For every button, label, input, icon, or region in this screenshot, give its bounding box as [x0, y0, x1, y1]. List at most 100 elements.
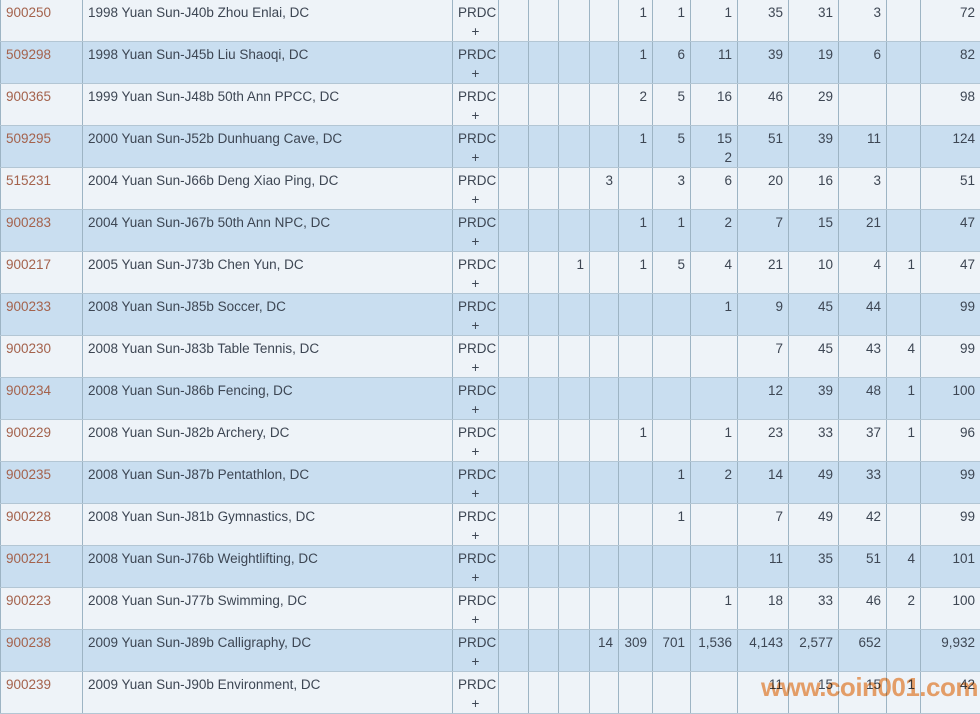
grade-count-cell: [498, 587, 529, 631]
coin-number-link[interactable]: 900221: [6, 551, 52, 567]
grade-count-cell: [528, 419, 559, 463]
grade-count-cell: 1: [618, 419, 653, 463]
grade-count-cell: 2: [690, 209, 738, 253]
grade-count-cell: 7: [737, 209, 789, 253]
grade-count-cell: 10: [788, 251, 839, 295]
prdc-plus-line: +: [471, 108, 480, 124]
coin-number-cell: 900365: [0, 83, 83, 127]
prdc-plus-line: +: [471, 24, 480, 39]
coin-number-link[interactable]: 900217: [6, 257, 52, 273]
prdc-line1: PRDC: [458, 215, 497, 231]
grade-count-cell: 21: [737, 251, 789, 295]
grade-count-cell: 2,577: [788, 629, 839, 673]
grade-count-cell: [498, 419, 529, 463]
grade-count-cell: [589, 461, 619, 505]
prdc-line1: PRDC: [458, 593, 497, 609]
grade-count-cell: [652, 377, 691, 421]
grade-count-cell: [528, 125, 559, 169]
grade-count-cell: 1,536: [690, 629, 738, 673]
prdc-plus-line: +: [471, 444, 480, 460]
grade-count-cell: 19: [788, 41, 839, 85]
grade-count-cell: 6: [690, 167, 738, 211]
grade-count-cell: [498, 0, 529, 43]
prdc-plus-line: +: [471, 570, 480, 586]
prdc-label: PRDC +: [452, 503, 499, 547]
grade-count-cell: 11: [737, 671, 789, 714]
prdc-line1: PRDC: [458, 341, 497, 357]
prdc-line1: PRDC: [458, 635, 497, 651]
grade-count-cell: 39: [737, 41, 789, 85]
coin-description: 2000 Yuan Sun-J52b Dunhuang Cave, DC: [82, 125, 453, 169]
grade-count-cell: [528, 629, 559, 673]
table-row: 900228 2008 Yuan Sun-J81b Gymnastics, DC P…: [0, 503, 980, 547]
coin-number-cell: 900230: [0, 335, 83, 379]
prdc-label: PRDC +: [452, 0, 499, 43]
grade-count-cell: [618, 167, 653, 211]
grade-count-cell: [589, 209, 619, 253]
grade-count-cell: 1: [690, 419, 738, 463]
grade-count-cell: 21: [838, 209, 887, 253]
grade-count-cell: 45: [788, 335, 839, 379]
coin-number-link[interactable]: 900233: [6, 299, 52, 315]
prdc-line1: PRDC: [458, 89, 497, 105]
prdc-label: PRDC +: [452, 335, 499, 379]
grade-count-cell: [558, 587, 590, 631]
grade-count-cell: [498, 671, 529, 714]
grade-count-cell: [652, 587, 691, 631]
prdc-label: PRDC +: [452, 629, 499, 673]
coin-number-link[interactable]: 900229: [6, 425, 52, 441]
grade-count-cell: 5: [652, 125, 691, 169]
grade-count-cell: 1: [886, 251, 921, 295]
coin-number-link[interactable]: 900223: [6, 593, 52, 609]
grade-count-cell: [558, 125, 590, 169]
grade-count-cell: [886, 0, 921, 43]
grade-count-cell: [498, 335, 529, 379]
grade-count-cell: 46: [838, 587, 887, 631]
coin-number-link[interactable]: 900230: [6, 341, 52, 357]
prdc-line1: PRDC: [458, 425, 497, 441]
grade-count-cell: [558, 209, 590, 253]
grade-count-cell: 1: [652, 503, 691, 547]
grade-count-cell: 1: [690, 0, 738, 43]
grade-count-cell: [886, 83, 921, 127]
grade-count-cell: [652, 545, 691, 589]
table-row: 900234 2008 Yuan Sun-J86b Fencing, DC PRDC…: [0, 377, 980, 421]
grade-count-cell: 11: [737, 545, 789, 589]
grade-count-cell: [498, 167, 529, 211]
coin-description: 1999 Yuan Sun-J48b 50th Ann PPCC, DC: [82, 83, 453, 127]
coin-number-link[interactable]: 900283: [6, 215, 52, 231]
grade-count-cell: 4,143: [737, 629, 789, 673]
coin-number-link[interactable]: 509295: [6, 131, 52, 147]
grade-count-cell: 49: [788, 503, 839, 547]
coin-number-link[interactable]: 900365: [6, 89, 52, 105]
coin-number-link[interactable]: 509298: [6, 47, 52, 63]
coin-number-link[interactable]: 900239: [6, 677, 52, 693]
coin-number-cell: 509295: [0, 125, 83, 169]
grade-count-cell: [589, 545, 619, 589]
grade-count-cell: [558, 83, 590, 127]
table-row: 509298 1998 Yuan Sun-J45b Liu Shaoqi, DC P…: [0, 41, 980, 85]
grade-count-cell: [558, 377, 590, 421]
coin-number-link[interactable]: 900235: [6, 467, 52, 483]
grade-count-cell: [558, 461, 590, 505]
grade-count-cell: 1: [652, 461, 691, 505]
coin-number-cell: 900234: [0, 377, 83, 421]
grade-count-cell: [498, 503, 529, 547]
prdc-plus-line: +: [471, 696, 480, 712]
prdc-plus-line: +: [471, 234, 480, 250]
grade-count-cell: 15: [838, 671, 887, 714]
coin-number-link[interactable]: 900228: [6, 509, 52, 525]
prdc-label: PRDC +: [452, 167, 499, 211]
coin-number-link[interactable]: 900234: [6, 383, 52, 399]
coin-number-link[interactable]: 515231: [6, 173, 52, 189]
grade-count-cell: 1: [690, 587, 738, 631]
grade-count-cell: 39: [788, 125, 839, 169]
grade-count-cell: [558, 167, 590, 211]
grade-count-cell: 4: [886, 545, 921, 589]
grade-count-cell: 3: [838, 0, 887, 43]
grade-count-cell: [652, 293, 691, 337]
coin-number-link[interactable]: 900250: [6, 5, 52, 20]
coin-number-link[interactable]: 900238: [6, 635, 52, 651]
